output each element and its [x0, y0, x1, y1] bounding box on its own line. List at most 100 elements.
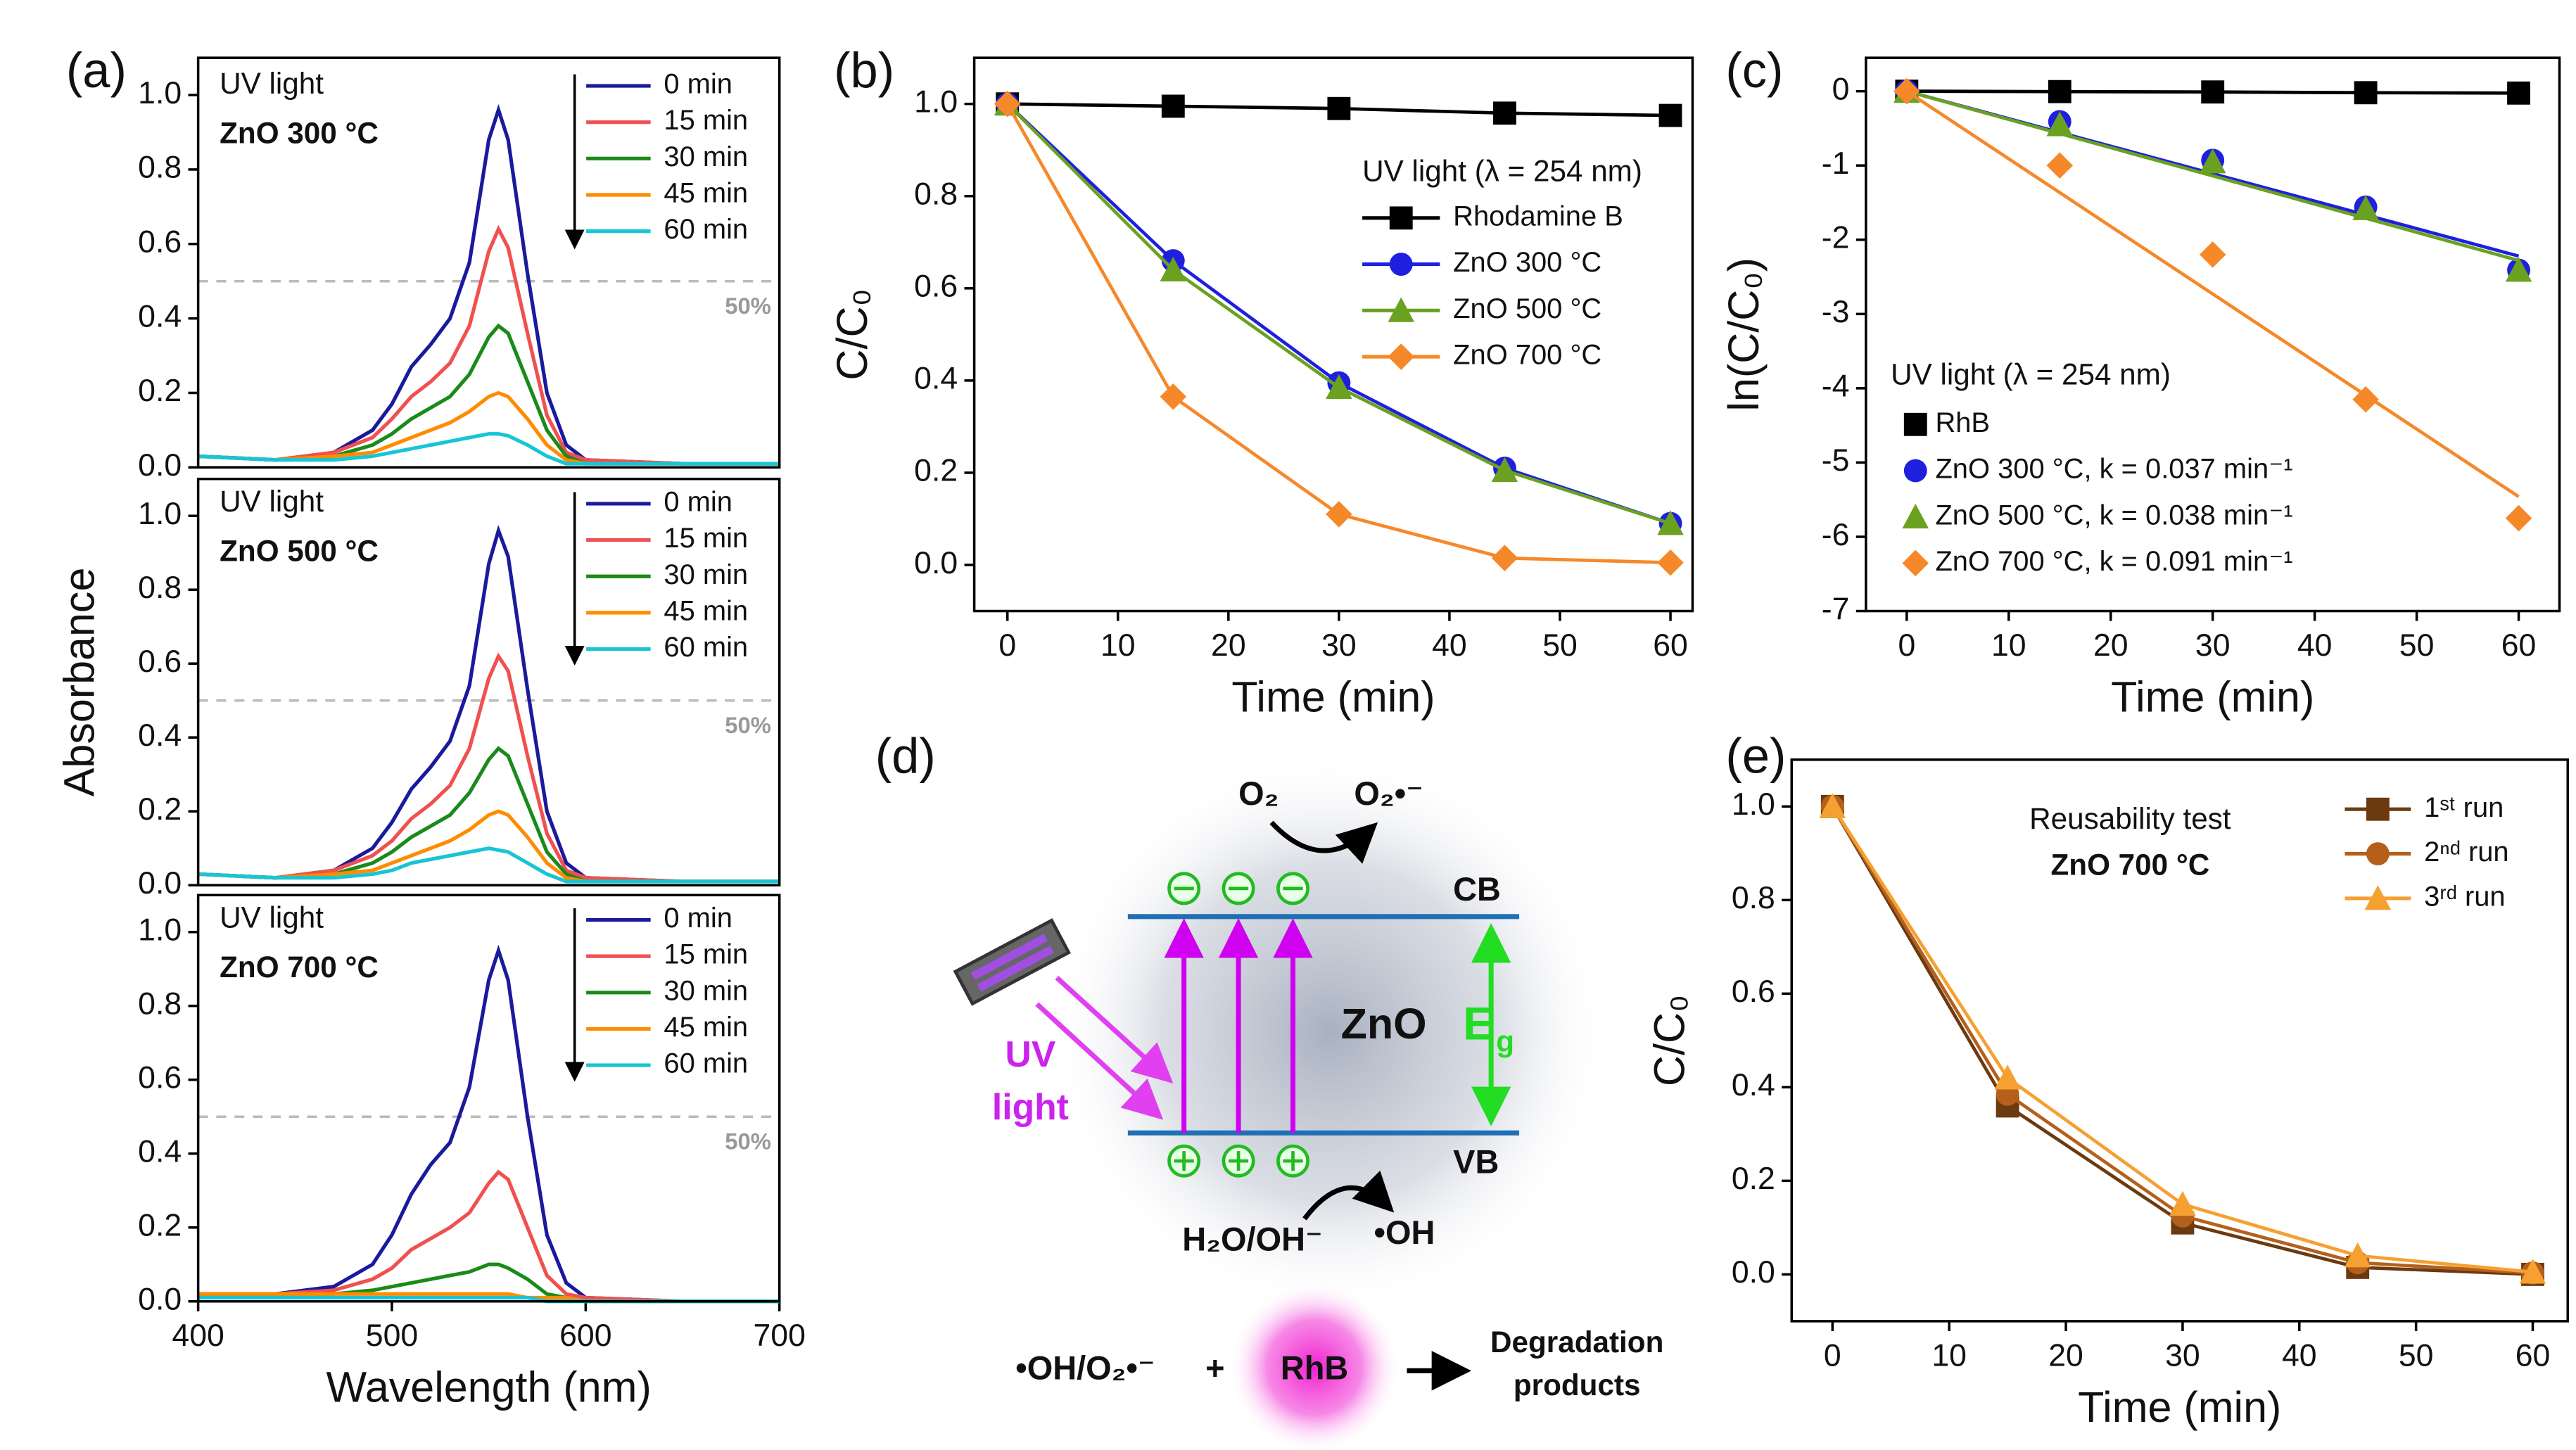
x-tick-label: 20: [2093, 628, 2128, 663]
marker: [2505, 257, 2532, 282]
eg: E: [1463, 998, 1494, 1049]
legend-label: 45 min: [664, 595, 748, 626]
x-tick-label: 30: [2195, 628, 2231, 663]
x-tick-label: 30: [1321, 628, 1357, 663]
marker: [1493, 101, 1516, 125]
reference-label: 50%: [725, 1128, 771, 1154]
y-tick-label: -4: [1822, 369, 1850, 404]
legend-label: ZnO 700 °C: [1453, 340, 1601, 371]
x-tick-label: 50: [1542, 628, 1578, 663]
superoxide: O₂•⁻: [1354, 775, 1423, 812]
y-tick-label: 1.0: [914, 84, 958, 119]
eg-sub: g: [1496, 1025, 1514, 1058]
products: Degradation: [1490, 1325, 1663, 1359]
carriers: [1167, 872, 1310, 1178]
marker: [1657, 510, 1684, 535]
series-line: [198, 224, 780, 466]
y-axis-label: C/C₀: [828, 288, 876, 380]
legend-title: UV light (λ = 254 nm): [1362, 155, 1642, 188]
y-tick-label: 0.8: [1732, 881, 1775, 915]
x-axis-label: Time (min): [2111, 673, 2314, 720]
marker: [2344, 1242, 2371, 1268]
legend-label: ZnO 300 °C, k = 0.037 min⁻¹: [1935, 454, 2292, 485]
legend-label: 30 min: [664, 141, 748, 172]
series-line: [198, 432, 780, 466]
rhb-glow: [1229, 1281, 1401, 1450]
series-line: [198, 846, 780, 884]
series-line: [198, 944, 780, 1304]
y-tick-label: 0: [1832, 72, 1850, 106]
legend-label: 60 min: [664, 632, 748, 663]
y-tick-label: 0.6: [138, 225, 182, 260]
y-tick-label: 0.0: [138, 448, 182, 483]
plot-frame: [972, 56, 1694, 613]
uv-lamp: [953, 918, 1071, 1006]
x-tick-label: 10: [1931, 1338, 1967, 1373]
uv-text: light: [992, 1086, 1069, 1127]
x-tick-label: 20: [2048, 1338, 2083, 1373]
y-tick-label: 0.0: [138, 1283, 182, 1317]
series-line: [198, 809, 780, 884]
y-axis-label: ln(C/C₀): [1720, 257, 1768, 412]
x-tick-label: 0: [1824, 1338, 1841, 1373]
plot-frame: [1790, 758, 2570, 1323]
legend-label: 0 min: [664, 486, 732, 517]
annotation: ZnO 700 °C: [220, 950, 379, 984]
marker: [2048, 80, 2071, 103]
y-tick-label: 0.6: [1732, 974, 1775, 1009]
legend-label: 0 min: [664, 903, 732, 934]
radicals: •OH/O₂•⁻: [1015, 1350, 1155, 1387]
marker: [1327, 96, 1351, 120]
y-tick-label: -7: [1822, 592, 1850, 626]
panel-label: (d): [875, 727, 936, 783]
reaction-arrow: [1269, 820, 1378, 864]
marker: [2199, 241, 2226, 268]
series-line: [198, 746, 780, 884]
plot-frame: [196, 56, 781, 469]
marker: [1994, 1064, 2021, 1090]
x-tick-label: 40: [2282, 1338, 2317, 1373]
o2: O₂: [1238, 775, 1279, 812]
y-tick-label: 0.4: [1732, 1068, 1775, 1102]
legend-label: 15 min: [664, 939, 748, 970]
y-tick-label: 1.0: [138, 913, 182, 948]
y-tick-label: 0.0: [1732, 1255, 1775, 1290]
x-tick-label: 60: [2501, 628, 2537, 663]
y-tick-label: 0.6: [914, 269, 958, 304]
legend-marker: [1389, 206, 1413, 230]
chart: (b) 0.0 0.2 0.4 0.6 0.8 1.0 0 10 20 30 40 50 60 Time (…: [828, 42, 1694, 720]
marker: [2505, 504, 2532, 532]
x-tick-label: 20: [1211, 628, 1246, 663]
legend-label: 30 min: [664, 975, 748, 1006]
y-tick-label: 0.2: [138, 374, 182, 408]
glow: [1048, 751, 1611, 1314]
legend-marker: [2364, 885, 2392, 910]
marker: [1161, 94, 1185, 118]
y-tick-label: 1.0: [1732, 787, 1775, 822]
legend-marker: [1902, 549, 1929, 577]
legend-marker: [1388, 297, 1415, 322]
marker: [2507, 81, 2530, 105]
x-axis-label: Time (min): [2078, 1383, 2281, 1431]
marker: [2046, 111, 2074, 136]
plot-frame: [196, 893, 781, 1303]
y-tick-label: 0.8: [138, 151, 182, 185]
fit-line: [1906, 89, 2520, 262]
rhb: RhB: [1281, 1350, 1348, 1387]
legend-marker: [2366, 797, 2390, 821]
legend-label: 3ʳᵈ run: [2424, 882, 2506, 912]
x-tick-label: 700: [753, 1318, 805, 1353]
series-line: [198, 390, 780, 466]
series-line: [198, 1262, 780, 1304]
y-tick-label: 0.8: [914, 177, 958, 212]
y-tick-label: 0.4: [138, 299, 182, 333]
annotation: Reusability test: [2029, 802, 2231, 835]
marker: [1160, 256, 1187, 282]
legend-label: 2ⁿᵈ run: [2424, 837, 2509, 867]
legend-label: 1ˢᵗ run: [2424, 792, 2504, 823]
marker: [1658, 103, 1682, 127]
legend-marker: [1389, 253, 1413, 276]
x-tick-label: 10: [1991, 628, 2026, 663]
marker: [2199, 148, 2226, 174]
annotation: ZnO 700 °C: [2050, 848, 2209, 882]
